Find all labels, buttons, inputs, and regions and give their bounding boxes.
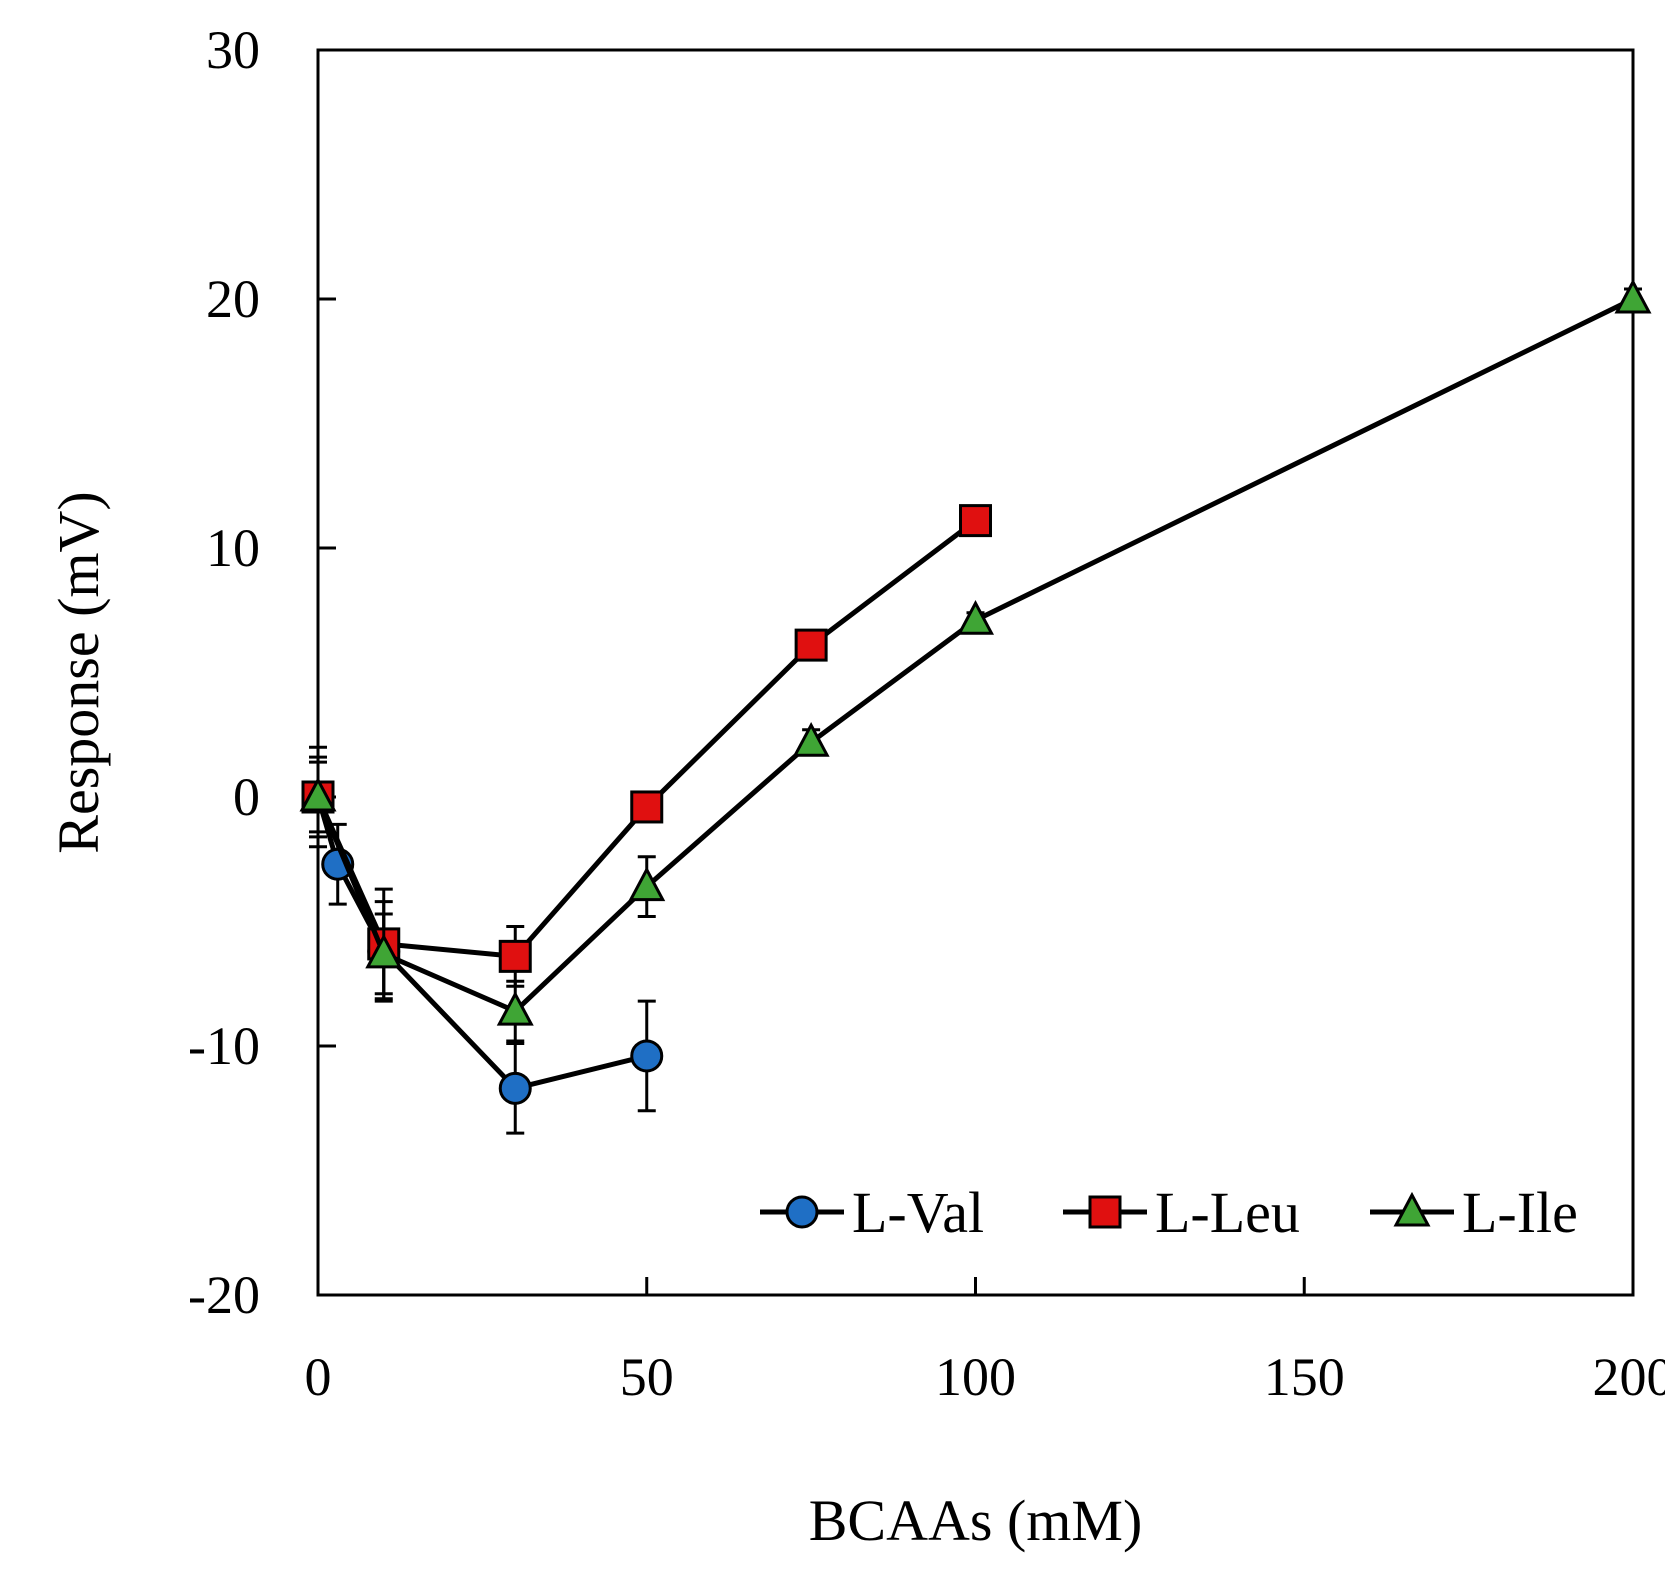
legend-label: L-Leu bbox=[1155, 1180, 1300, 1245]
x-tick-label: 100 bbox=[935, 1347, 1016, 1407]
x-tick-label: 50 bbox=[620, 1347, 674, 1407]
series-l-val bbox=[301, 745, 664, 1135]
series-layer bbox=[299, 278, 1652, 1135]
legend-label: L-Ile bbox=[1462, 1180, 1578, 1245]
series-line bbox=[315, 518, 978, 959]
x-tick-label: 0 bbox=[305, 1347, 332, 1407]
legend-marker bbox=[1088, 1195, 1122, 1229]
data-point bbox=[365, 933, 403, 969]
data-point bbox=[498, 1071, 532, 1105]
y-axis-title: Response (mV) bbox=[46, 491, 111, 853]
y-tick-label: -10 bbox=[188, 1016, 260, 1076]
data-point bbox=[630, 1039, 664, 1073]
legend-marker bbox=[1393, 1191, 1431, 1227]
data-point bbox=[1614, 278, 1652, 314]
data-point bbox=[792, 722, 830, 757]
legend-marker bbox=[785, 1195, 819, 1229]
y-tick-label: 0 bbox=[233, 767, 260, 827]
y-tick-label: 20 bbox=[206, 269, 260, 329]
legend-label: L-Val bbox=[852, 1180, 984, 1245]
data-point bbox=[959, 504, 992, 538]
series-l-ile bbox=[299, 278, 1652, 1043]
data-point bbox=[957, 600, 994, 635]
data-point bbox=[496, 990, 534, 1026]
series-l-leu bbox=[301, 504, 992, 1001]
data-point bbox=[299, 776, 337, 812]
x-tick-label: 150 bbox=[1264, 1347, 1345, 1407]
data-point bbox=[794, 628, 828, 662]
legend: L-Val L-Leu L-Ile bbox=[760, 1180, 1578, 1245]
x-axis-title: BCAAs (mM) bbox=[809, 1488, 1143, 1553]
y-tick-label: -20 bbox=[188, 1265, 260, 1325]
y-tick-label: 30 bbox=[206, 20, 260, 80]
y-tick-label: 10 bbox=[206, 518, 260, 578]
data-point bbox=[630, 790, 664, 824]
series-line bbox=[315, 296, 1635, 1014]
x-tick-label: 200 bbox=[1593, 1347, 1665, 1407]
data-point bbox=[628, 866, 666, 902]
data-point bbox=[498, 939, 532, 973]
